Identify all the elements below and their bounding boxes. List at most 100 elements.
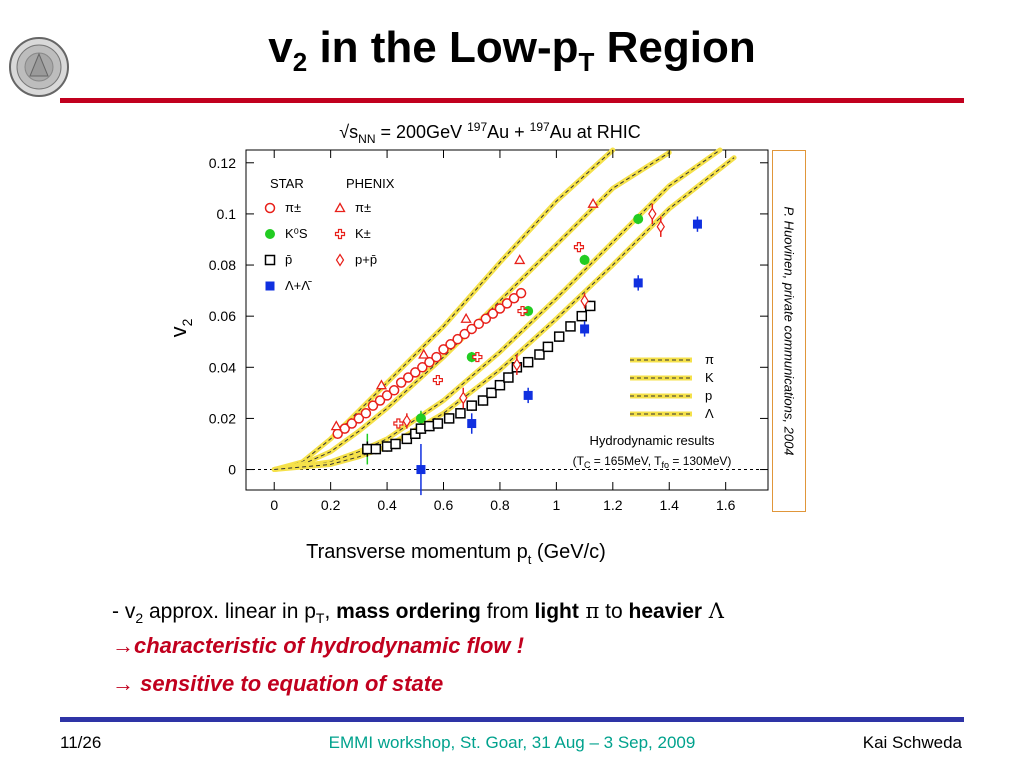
data-point [580,324,590,334]
data-point [370,443,382,455]
hydro-legend-label: K [705,370,714,385]
bullet-equation-of-state: → sensitive to equation of state [112,671,444,696]
hydro-curve [274,152,670,470]
footer-rule [60,717,964,722]
data-point [381,441,393,452]
y-tick-label: 0 [228,462,236,478]
data-point [431,351,442,363]
data-point [415,413,426,424]
data-point [375,379,388,390]
data-point [508,293,520,304]
legend-header-phenix: PHENIX [346,176,395,191]
data-point [472,351,483,363]
y-tick-label: 0.12 [209,155,236,171]
data-point [501,298,513,309]
data-point [460,312,472,323]
chart-svg: √sNN = 200GeV 197Au + 197Au at RHIC 0 0.2… [166,120,769,567]
y-axis-label: v2 [166,318,195,337]
data-point [416,465,426,475]
slide-number: 11/26 [60,733,102,752]
data-point [367,400,379,411]
hydro-curve [274,149,721,470]
data-point [459,328,470,340]
legend-label: Λ+Λ̄ [285,278,312,293]
x-tick-label: 1.6 [716,497,736,513]
data-point [265,229,275,239]
legend-label: K⁰S [285,226,308,241]
legend-header-star: STAR [270,176,304,191]
legend-label: p+p̄ [355,252,377,267]
data-point [473,318,485,330]
data-point [438,344,449,355]
data-point [494,303,506,314]
hydro-curve [274,157,735,470]
data-point [393,418,404,429]
data-point [459,391,468,405]
data-point [432,418,444,429]
data-point [522,356,534,368]
data-point [579,254,590,265]
footer-event: EMMI workshop, St. Goar, 31 Aug – 3 Sep,… [328,733,696,752]
data-point [692,219,702,229]
x-tick-label: 0.4 [377,497,397,513]
bullet-list: - v2 approx. linear in pT, mass ordering… [112,596,724,702]
data-point [374,395,386,406]
x-tick-label: 0.6 [434,497,454,513]
data-point [542,341,554,353]
credit-box: P. Huovinen, private communications, 200… [772,150,806,512]
y-tick-label: 0.02 [209,410,236,426]
x-tick-label: 1 [552,497,560,513]
data-point [334,202,346,213]
credit-text: P. Huovinen, private communications, 200… [781,206,797,456]
title-underline [60,98,964,103]
y-tick-label: 0.04 [209,359,236,375]
data-point [353,413,365,424]
data-point [418,348,430,359]
data-point [395,377,407,388]
university-seal-logo [9,37,69,97]
y-tick-label: 0.1 [217,206,237,222]
data-point [648,207,657,221]
data-point [587,197,599,208]
x-tick-label: 1.4 [660,497,680,513]
data-point [401,433,413,445]
footer-author: Kai Schweda [862,733,962,752]
data-point [534,349,545,360]
data-point [330,420,342,431]
y-tick-label: 0.08 [209,257,236,273]
hydro-title: Hydrodynamic results [590,433,715,448]
legend-label: K± [355,226,371,241]
data-point [486,387,497,399]
hydro-band [271,147,616,472]
data-point [264,254,276,266]
data-point [402,372,414,383]
data-point [424,356,435,368]
data-point [584,300,596,312]
hydro-legend-label: p [705,388,712,403]
data-point [334,228,346,240]
data-point [445,339,456,350]
bullet-hydro-flow: →characteristic of hydrodynamic flow ! [112,633,524,658]
arrow-icon: → [112,633,134,658]
data-point [487,308,499,319]
data-point [580,294,589,308]
data-point [523,390,533,400]
data-point [402,414,412,428]
data-point [455,408,466,419]
data-point [362,443,373,455]
legend-label: π± [355,200,371,215]
data-point [424,420,435,432]
hydro-curve [274,149,614,470]
data-point [514,254,526,265]
data-point [656,220,665,234]
data-point [466,400,477,411]
data-point [346,418,358,429]
data-point [477,395,489,406]
hydro-band [271,155,737,472]
data-point [515,287,527,299]
data-point [565,321,576,332]
data-point [633,214,644,225]
plot-frame [245,149,769,491]
data-point [388,385,400,396]
x-tick-label: 0.8 [490,497,510,513]
